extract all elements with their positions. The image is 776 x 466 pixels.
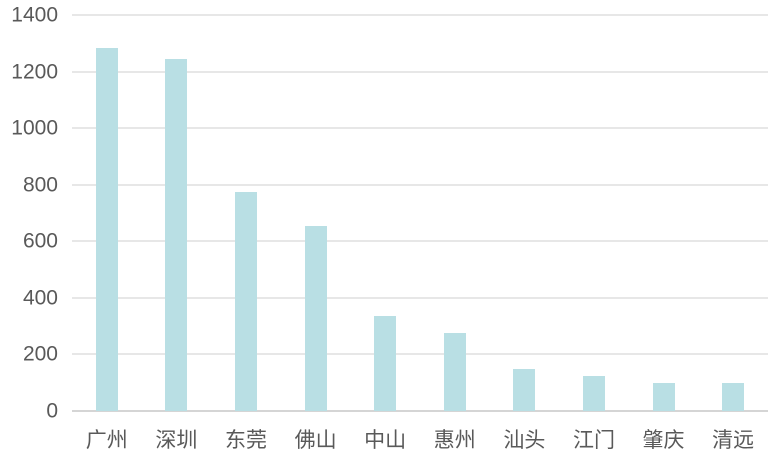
bar-slot <box>211 15 281 411</box>
x-tick-label: 深圳 <box>155 428 198 452</box>
y-tick-label: 200 <box>22 342 58 366</box>
x-tick-label: 清远 <box>712 428 755 452</box>
bar-series <box>72 15 768 411</box>
gridline <box>72 296 768 299</box>
x-axis-category-labels: 广州 深圳 东莞 佛山 中山 惠州 汕头 江门 肇庆 清远 <box>72 424 768 454</box>
bar <box>582 375 605 411</box>
gridline <box>72 127 768 130</box>
bar-slot <box>629 15 699 411</box>
gridline <box>72 240 768 243</box>
x-tick-label: 广州 <box>85 428 128 452</box>
y-tick-label: 0 <box>46 399 58 423</box>
x-tick-label: 汕头 <box>503 428 546 452</box>
bar-slot <box>420 15 490 411</box>
plot-area <box>72 14 768 412</box>
x-tick-label: 东莞 <box>224 428 267 452</box>
gridline <box>72 70 768 73</box>
bar <box>652 382 675 411</box>
gridline <box>72 353 768 356</box>
y-tick-label: 400 <box>22 286 58 310</box>
bar <box>95 47 118 411</box>
x-axis-line <box>72 410 768 412</box>
bar-slot <box>698 15 768 411</box>
bar-slot <box>142 15 212 411</box>
x-tick-label: 江门 <box>572 428 615 452</box>
bar <box>374 316 397 411</box>
bar <box>165 58 188 411</box>
bar <box>513 368 536 411</box>
bar-slot <box>281 15 351 411</box>
x-tick-label: 中山 <box>364 428 407 452</box>
y-tick-label: 600 <box>22 229 58 253</box>
y-axis-tick-labels: 0 200 400 600 800 1000 1200 1400 <box>0 5 58 422</box>
y-tick-label: 1000 <box>11 116 58 140</box>
x-tick-label: 肇庆 <box>642 428 685 452</box>
bar <box>443 333 466 411</box>
y-tick-label: 1400 <box>11 3 58 27</box>
bar-slot <box>350 15 420 411</box>
y-tick-label: 800 <box>22 173 58 197</box>
bar-slot <box>559 15 629 411</box>
y-tick-label: 1200 <box>11 60 58 84</box>
bar <box>234 191 257 411</box>
bar <box>304 225 327 411</box>
x-tick-label: 佛山 <box>294 428 337 452</box>
bar-slot <box>490 15 560 411</box>
x-tick-label: 惠州 <box>433 428 476 452</box>
bar-slot <box>72 15 142 411</box>
bar <box>722 382 745 411</box>
gridline <box>72 14 768 16</box>
gridline <box>72 183 768 186</box>
